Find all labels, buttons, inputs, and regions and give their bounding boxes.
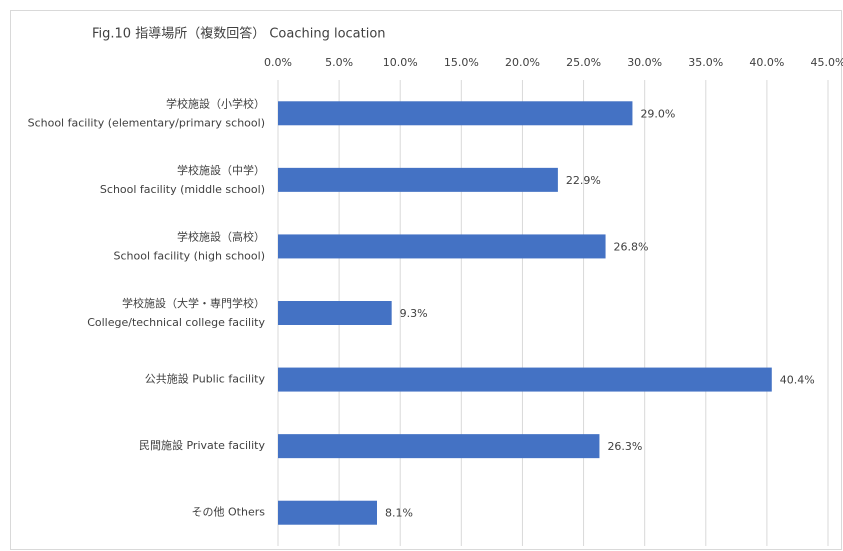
data-label: 9.3%	[400, 307, 428, 320]
data-label: 8.1%	[385, 507, 413, 520]
x-tick-label: 0.0%	[264, 56, 292, 69]
x-tick-label: 30.0%	[627, 56, 662, 69]
y-tick-label: 学校施設（小学校）	[166, 96, 265, 110]
y-tick-label: 学校施設（中学）	[177, 163, 265, 177]
x-tick-label: 10.0%	[383, 56, 418, 69]
bar	[278, 234, 606, 259]
x-tick-label: 20.0%	[505, 56, 540, 69]
y-tick-label: School facility (high school)	[114, 249, 266, 262]
data-label: 40.4%	[780, 374, 815, 387]
bar	[278, 434, 600, 459]
y-tick-label: College/technical college facility	[87, 316, 265, 329]
x-tick-label: 35.0%	[688, 56, 723, 69]
y-tick-label: 学校施設（大学・専門学校）	[122, 296, 265, 310]
data-label: 29.0%	[640, 107, 675, 120]
y-tick-label: School facility (elementary/primary scho…	[28, 116, 265, 129]
bar	[278, 367, 772, 392]
bar	[278, 301, 392, 325]
bar	[278, 101, 633, 126]
y-tick-label: 公共施設 Public facility	[145, 372, 266, 386]
x-tick-label: 45.0%	[811, 56, 843, 69]
x-tick-label: 15.0%	[444, 56, 479, 69]
y-tick-label: 学校施設（高校）	[177, 229, 265, 243]
x-tick-label: 40.0%	[749, 56, 784, 69]
bar	[278, 167, 558, 192]
y-tick-label: School facility (middle school)	[100, 183, 265, 196]
chart-title: Fig.10 指導場所（複数回答） Coaching location	[92, 26, 386, 42]
chart-frame	[10, 10, 842, 550]
x-tick-label: 25.0%	[566, 56, 601, 69]
data-label: 22.9%	[566, 174, 601, 187]
y-tick-label: 民間施設 Private facility	[139, 438, 265, 452]
y-tick-label: その他 Others	[192, 506, 266, 519]
bar	[278, 500, 377, 525]
data-label: 26.3%	[607, 440, 642, 453]
x-tick-label: 5.0%	[325, 56, 353, 69]
data-label: 26.8%	[614, 240, 649, 253]
